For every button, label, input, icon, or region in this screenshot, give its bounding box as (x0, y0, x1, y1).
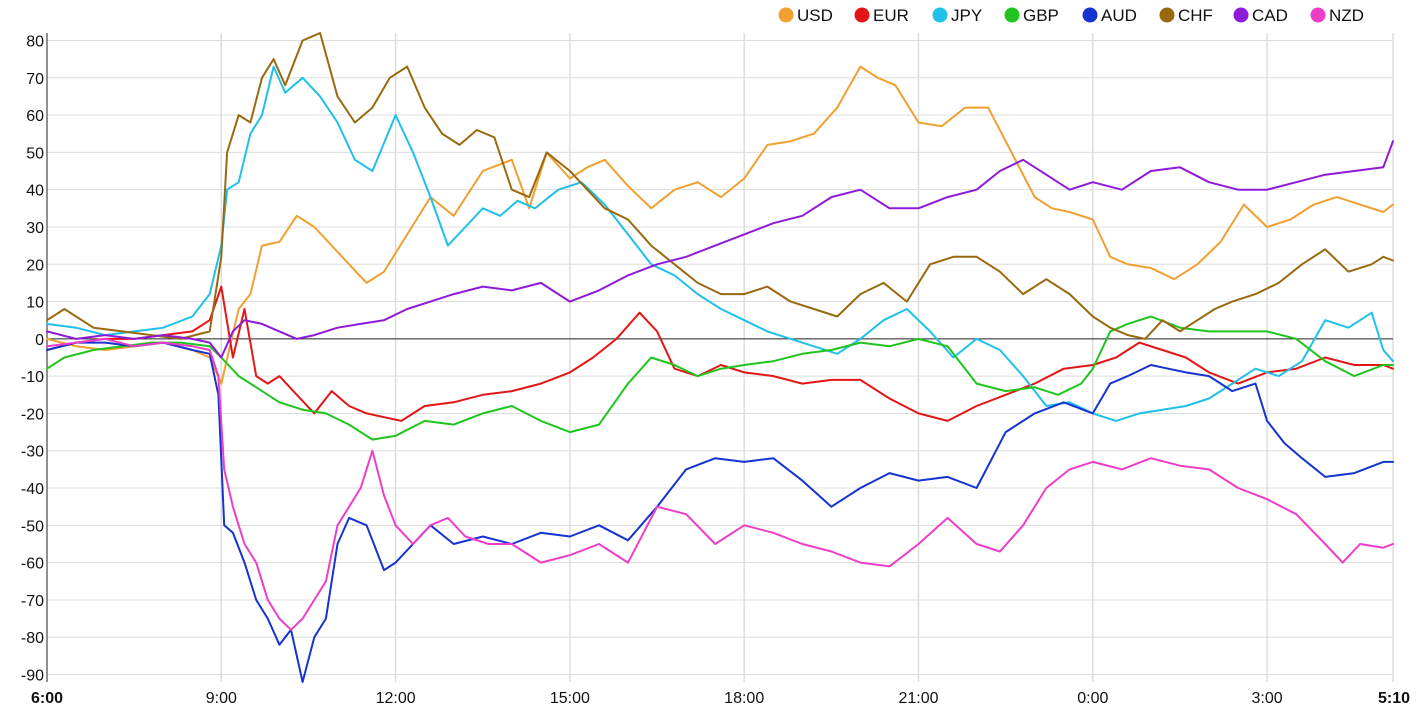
legend-marker-jpy (932, 7, 948, 23)
x-tick-label: 9:00 (206, 690, 237, 707)
x-tick-label: 0:00 (1077, 690, 1108, 707)
x-tick-label: 5:10 (1378, 690, 1410, 707)
legend-marker-usd (778, 7, 794, 23)
legend-marker-cad (1233, 7, 1249, 23)
x-tick-label: 3:00 (1252, 690, 1283, 707)
x-tick-label: 12:00 (376, 690, 416, 707)
series-line-cad (46, 140, 1394, 359)
legend-label-chf: CHF (1178, 6, 1213, 25)
axis-layer (46, 33, 1393, 682)
legend: USD EUR JPY GBP AUD CHF CAD NZD (778, 6, 1364, 25)
y-tick-label: 50 (26, 145, 44, 162)
y-tick-label: 10 (26, 295, 44, 312)
legend-marker-eur (854, 7, 870, 23)
series-layer (46, 32, 1394, 683)
y-tick-label: 70 (26, 71, 44, 88)
legend-label-eur: EUR (873, 6, 909, 25)
series-line-nzd (46, 337, 1394, 631)
series-line-aud (46, 341, 1394, 683)
y-tick-label: 0 (35, 332, 44, 349)
x-tick-label: 21:00 (898, 690, 938, 707)
tick-label-layer: 80 70 60 50 40 30 20 10 0 -10 -20 -30 -40 -50 -60 -70 -8… (21, 33, 1410, 707)
y-tick-label: -20 (21, 406, 44, 423)
x-tick-label: 18:00 (724, 690, 764, 707)
grid-layer (47, 33, 1394, 682)
y-tick-label: 80 (26, 33, 44, 50)
y-tick-label: 30 (26, 220, 44, 237)
y-tick-label: -10 (21, 369, 44, 386)
series-line-chf (46, 32, 1394, 340)
y-tick-label: -40 (21, 481, 44, 498)
legend-label-aud: AUD (1101, 6, 1137, 25)
y-tick-label: 40 (26, 183, 44, 200)
x-tick-label: 6:00 (31, 690, 63, 707)
series-line-gbp (46, 315, 1394, 441)
y-tick-label: 20 (26, 257, 44, 274)
legend-label-cad: CAD (1252, 6, 1288, 25)
y-tick-label: -70 (21, 593, 44, 610)
y-tick-label: 60 (26, 108, 44, 125)
series-line-eur (46, 285, 1394, 422)
y-tick-label: -30 (21, 444, 44, 461)
legend-label-usd: USD (797, 6, 833, 25)
x-tick-label: 15:00 (550, 690, 590, 707)
y-tick-label: -90 (21, 668, 44, 685)
series-line-usd (46, 65, 1394, 385)
legend-marker-nzd (1310, 7, 1326, 23)
y-tick-label: -60 (21, 556, 44, 573)
legend-label-jpy: JPY (951, 6, 982, 25)
legend-label-gbp: GBP (1023, 6, 1059, 25)
legend-marker-aud (1082, 7, 1098, 23)
legend-label-nzd: NZD (1329, 6, 1364, 25)
legend-marker-gbp (1004, 7, 1020, 23)
y-tick-label: -80 (21, 630, 44, 647)
legend-marker-chf (1159, 7, 1175, 23)
series-line-jpy (46, 65, 1394, 422)
y-tick-label: -50 (21, 518, 44, 535)
